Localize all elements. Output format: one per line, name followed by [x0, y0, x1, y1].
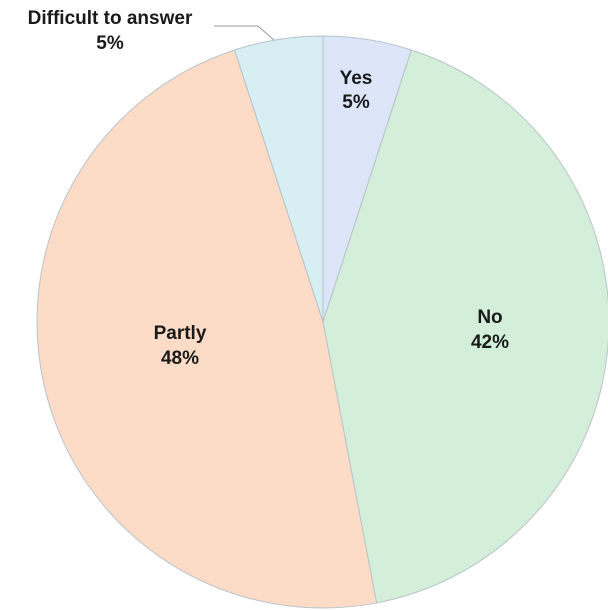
- slice-value-yes: 5%: [342, 92, 370, 113]
- slice-label-yes: Yes: [340, 68, 373, 89]
- slice-value-no: 42%: [471, 332, 509, 353]
- slice-value-difficult-to-answer: 5%: [96, 33, 124, 54]
- slice-label-partly: Partly: [154, 323, 207, 344]
- pie-slices: [36, 35, 608, 609]
- pie-slice-difficult-to-answer: [233, 35, 324, 323]
- slice-label-no: No: [477, 307, 502, 328]
- slice-value-partly: 48%: [161, 348, 199, 369]
- slice-label-difficult-to-answer: Difficult to answer: [28, 8, 193, 29]
- pie-slice-partly: [36, 49, 378, 609]
- leader-line-difficult-to-answer: [214, 25, 275, 41]
- pie-slice-no: [322, 49, 608, 604]
